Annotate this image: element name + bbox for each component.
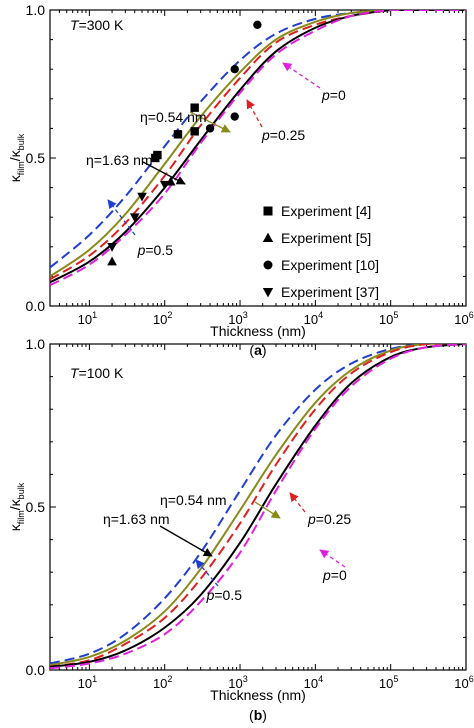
annotation-label: p=0.25 (261, 127, 305, 143)
x-tick-label: 105 (379, 310, 398, 327)
x-tick-label: 102 (153, 674, 172, 691)
y-tick-label: 0.5 (26, 150, 46, 166)
data-point-circle (230, 112, 239, 121)
panel-label: (a) (249, 342, 266, 358)
data-point-square (153, 150, 162, 160)
annotation-arrow (159, 525, 213, 557)
curve-group (50, 10, 466, 287)
series-line-3 (50, 10, 466, 284)
legend-label: Experiment [10] (281, 257, 379, 273)
data-point-triangle-down (107, 243, 117, 252)
x-tick-label: 106 (454, 310, 473, 327)
annotation-arrow (282, 62, 321, 89)
y-tick-label: 0.0 (26, 662, 46, 678)
data-point-triangle-down (159, 180, 170, 190)
x-axis-title: Thickness (nm) (210, 687, 306, 703)
y-tick-label: 0.5 (26, 499, 46, 515)
data-point-triangle-down (137, 192, 147, 202)
series-line-2 (50, 344, 466, 668)
plot-frame (49, 343, 467, 671)
data-point-circle (230, 65, 239, 74)
legend-label: Experiment [4] (281, 203, 371, 219)
temperature-label: T=100 K (70, 365, 124, 381)
annotation-arrow (319, 549, 346, 568)
chart-panel-a: 101 102 103 104 105 106 0.0 0.5 1.0 Thickness (nm… (7, 2, 474, 358)
temperature-label: T=300 K (70, 17, 124, 33)
data-point-square (173, 130, 183, 139)
x-tick-label: 103 (228, 674, 247, 691)
annotation-arrow (246, 99, 263, 128)
data-point-triangle-up (107, 256, 117, 266)
legend-marker-triangle-down (262, 287, 274, 298)
curve-group (50, 344, 466, 670)
annotation-arrow (107, 199, 136, 236)
data-point-circle (205, 124, 215, 133)
x-tick-label: 103 (228, 310, 247, 327)
x-axis-title: Thickness (nm) (210, 323, 306, 339)
annotation-label: η=0.54 nm (160, 492, 227, 508)
legend-label: Experiment [37] (281, 284, 379, 300)
x-tick-label: 105 (379, 674, 398, 691)
legend: Experiment [4] Experiment [5] Experiment [… (262, 203, 379, 300)
x-tick-label: 104 (304, 310, 323, 327)
y-axis-title: κfilm/κbulk (7, 482, 26, 531)
series-line-4 (50, 344, 466, 670)
series-line-3 (50, 344, 466, 668)
data-point-triangle-down (129, 213, 140, 223)
annotation-arrow (189, 111, 231, 133)
y-axis-title: κfilm/κbulk (7, 133, 26, 182)
x-tick-label: 101 (78, 310, 97, 327)
annotation-label: p=0.5 (137, 242, 174, 258)
series-line-0 (50, 344, 466, 665)
panel-label: (b) (249, 707, 267, 723)
series-line-2 (50, 10, 466, 281)
y-tick-label: 1.0 (26, 336, 46, 352)
series-line-1 (50, 344, 466, 667)
annotation-arrow (142, 161, 186, 185)
x-tick-label: 106 (454, 674, 473, 691)
data-point-circle (253, 20, 262, 29)
data-point-square (190, 127, 199, 136)
annotation-label: p=0 (322, 567, 347, 583)
data-point-square (190, 103, 199, 112)
legend-marker-triangle-up (262, 232, 274, 243)
annotation-label: p=0.5 (206, 587, 243, 603)
x-tick-label: 104 (304, 674, 323, 691)
legend-marker-circle (263, 260, 273, 270)
annotation-arrow (195, 559, 219, 587)
annotation-arrow (254, 501, 281, 519)
annotation-label: η=0.54 nm (140, 109, 207, 125)
chart-panel-b: 101 102 103 104 105 106 0.0 0.5 1.0 Thickness (nm… (7, 336, 474, 723)
annotation-arrow (289, 492, 306, 513)
annotation-label: η=1.63 nm (86, 152, 153, 168)
y-tick-label: 1.0 (26, 2, 46, 18)
series-line-4 (50, 10, 466, 287)
legend-marker-square (263, 206, 273, 216)
annotation-label: p=0.25 (307, 511, 351, 527)
series-line-1 (50, 10, 466, 278)
y-tick-label: 0.0 (26, 298, 46, 314)
x-tick-label: 102 (153, 310, 172, 327)
annotation-label: η=1.63 nm (103, 511, 170, 527)
legend-label: Experiment [5] (281, 230, 371, 246)
data-point-triangle-up (165, 176, 176, 186)
annotation-label: p=0 (321, 87, 346, 103)
x-tick-label: 101 (78, 674, 97, 691)
